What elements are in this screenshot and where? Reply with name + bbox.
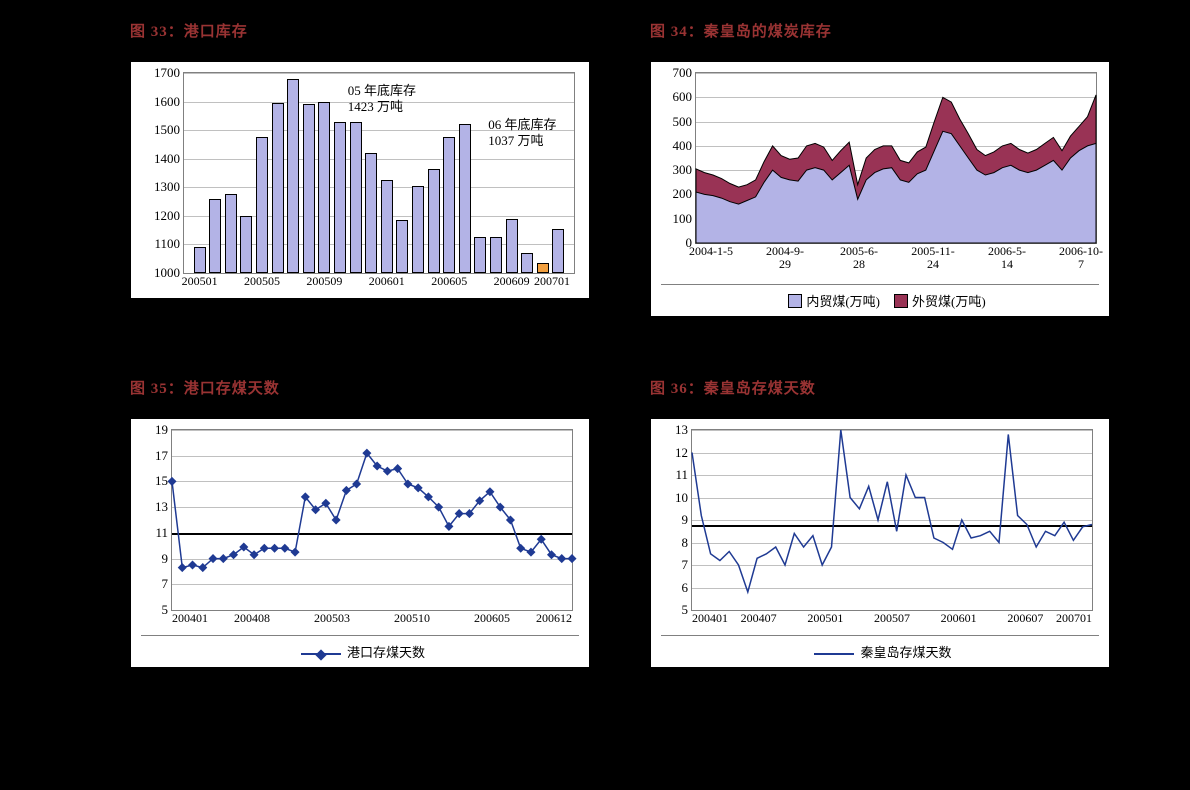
legend-label: 外贸煤(万吨) bbox=[912, 294, 986, 309]
legend-label: 内贸煤(万吨) bbox=[806, 294, 880, 309]
bar bbox=[552, 229, 564, 273]
bar bbox=[521, 253, 533, 273]
fig36-legend: 秦皇岛存煤天数 bbox=[661, 635, 1099, 661]
legend-label: 港口存煤天数 bbox=[347, 645, 425, 660]
bar bbox=[256, 137, 268, 273]
bar bbox=[459, 124, 471, 273]
bar bbox=[240, 216, 252, 273]
bar bbox=[287, 79, 299, 273]
bar bbox=[350, 122, 362, 273]
annotation: 06 年底库存 1037 万吨 bbox=[488, 117, 556, 148]
fig36-chart: 5678910111213200401200407200501200507200… bbox=[650, 418, 1110, 668]
fig36-cell: 图 36：秦皇岛存煤天数 567891011121320040120040720… bbox=[650, 377, 1130, 668]
fig34-legend: 内贸煤(万吨) 外贸煤(万吨) bbox=[661, 284, 1099, 310]
bar bbox=[194, 247, 206, 273]
bar bbox=[490, 237, 502, 273]
bar bbox=[209, 199, 221, 273]
bar bbox=[396, 220, 408, 273]
bar bbox=[443, 137, 455, 273]
fig35-title: 图 35：港口存煤天数 bbox=[130, 377, 610, 398]
bar bbox=[334, 122, 346, 273]
bar bbox=[303, 104, 315, 273]
bar bbox=[474, 237, 486, 273]
fig35-cell: 图 35：港口存煤天数 5791113151719200401200408200… bbox=[130, 377, 610, 668]
legend-label: 秦皇岛存煤天数 bbox=[860, 645, 951, 660]
fig34-cell: 图 34：秦皇岛的煤炭库存 01002003004005006007002004… bbox=[650, 20, 1130, 317]
fig35-legend: 港口存煤天数 bbox=[141, 635, 579, 661]
bar bbox=[318, 102, 330, 273]
fig34-chart: 01002003004005006007002004-1-52004-9- 29… bbox=[650, 61, 1110, 317]
bar bbox=[537, 263, 549, 273]
bar bbox=[225, 194, 237, 273]
bar bbox=[428, 169, 440, 273]
bar bbox=[272, 103, 284, 273]
annotation: 05 年底库存 1423 万吨 bbox=[348, 83, 416, 114]
bar bbox=[365, 153, 377, 273]
fig34-title: 图 34：秦皇岛的煤炭库存 bbox=[650, 20, 1130, 41]
bar bbox=[412, 186, 424, 273]
fig33-cell: 图 33：港口库存 100011001200130014001500160017… bbox=[130, 20, 610, 317]
bar bbox=[506, 219, 518, 273]
fig33-chart: 1000110012001300140015001600170020050120… bbox=[130, 61, 590, 299]
fig33-title: 图 33：港口库存 bbox=[130, 20, 610, 41]
fig36-title: 图 36：秦皇岛存煤天数 bbox=[650, 377, 1130, 398]
bar bbox=[381, 180, 393, 273]
fig35-chart: 5791113151719200401200408200503200510200… bbox=[130, 418, 590, 668]
